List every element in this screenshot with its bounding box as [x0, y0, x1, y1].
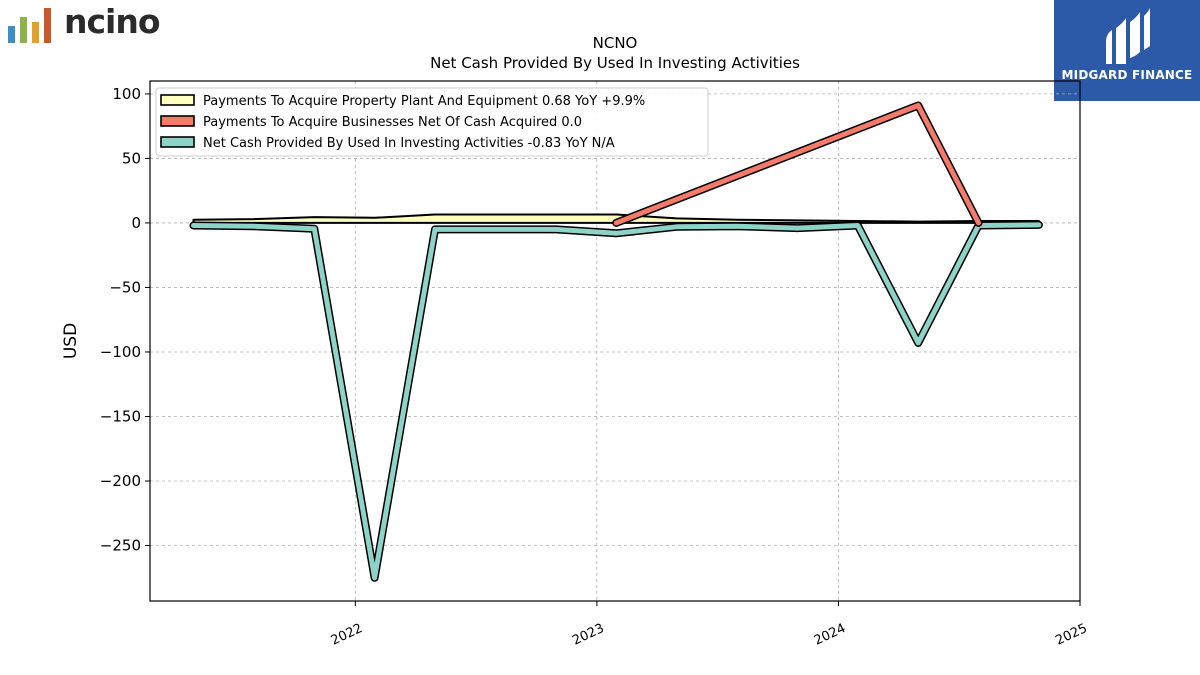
- y-tick-label: −250: [100, 537, 141, 555]
- legend: Payments To Acquire Property Plant And E…: [155, 87, 709, 157]
- y-tick-label: −50: [109, 278, 141, 296]
- legend-swatch: [160, 136, 195, 148]
- ncino-bars-icon: [8, 8, 51, 43]
- ncino-wordmark: ncino: [64, 2, 161, 41]
- y-tick-label: −100: [100, 343, 141, 361]
- chart-subtitle: Net Cash Provided By Used In Investing A…: [430, 54, 800, 72]
- ncino-logo: ncino: [6, 2, 166, 48]
- x-axis: 2022 2023 2024 2025: [329, 601, 1090, 649]
- series-line-net-cash-investing: [191, 222, 1042, 581]
- x-tick-label: 2025: [1053, 621, 1089, 649]
- legend-label: Payments To Acquire Businesses Net Of Ca…: [203, 115, 582, 130]
- ncino-logo-bar: [8, 26, 15, 43]
- plot-area: [189, 101, 1043, 582]
- legend-swatch: [160, 94, 195, 106]
- legend-label: Payments To Acquire Property Plant And E…: [203, 94, 645, 109]
- y-tick-label: −150: [100, 407, 141, 425]
- y-tick-label: 0: [131, 214, 141, 232]
- y-tick-label: −200: [100, 472, 141, 490]
- y-tick-label: 50: [122, 149, 141, 167]
- x-tick-label: 2022: [329, 621, 365, 649]
- series-line-business-acquisitions: [613, 103, 981, 226]
- ncino-logo-bar: [44, 8, 51, 43]
- legend-box: [155, 87, 709, 157]
- chart-title: NCNO: [593, 34, 638, 52]
- midgard-finance-logo: MIDGARD FINANCE: [1054, 0, 1200, 101]
- y-tick-label: 100: [112, 85, 141, 103]
- midgard-emblem-icon: [1106, 8, 1150, 64]
- y-axis-label: USD: [61, 323, 81, 359]
- ncino-logo-bar: [20, 17, 27, 43]
- y-axis: 100 50 0 −50 −100 −150 −200 −250: [100, 85, 150, 555]
- x-tick-label: 2023: [570, 621, 606, 649]
- x-tick-label: 2024: [812, 621, 848, 649]
- midgard-finance-wordmark: MIDGARD FINANCE: [1061, 68, 1193, 82]
- ncino-logo-bar: [32, 22, 39, 43]
- grid: [150, 81, 1081, 601]
- plot-frame: [149, 80, 1081, 602]
- legend-label: Net Cash Provided By Used In Investing A…: [203, 136, 615, 151]
- legend-swatch: [160, 115, 195, 127]
